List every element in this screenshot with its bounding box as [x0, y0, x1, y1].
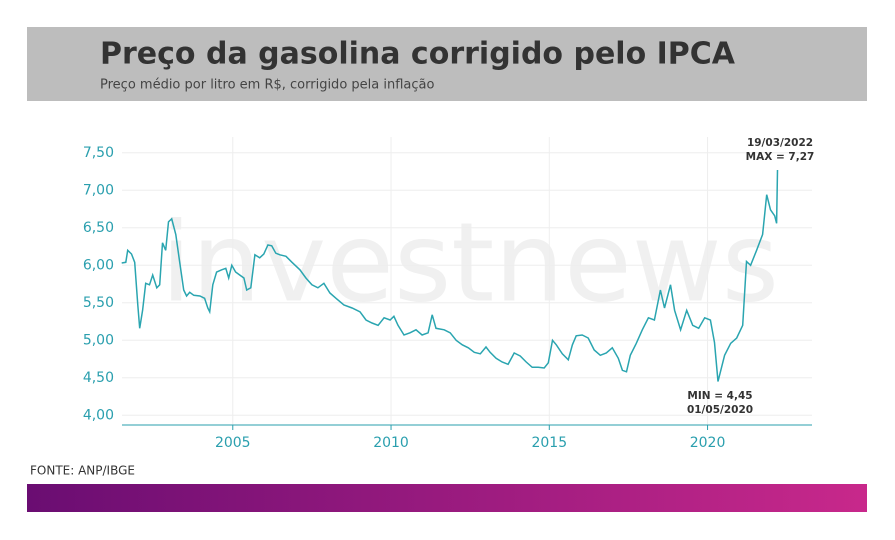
annotation: MIN = 4,45 [687, 390, 752, 402]
y-tick-label: 5,00 [83, 332, 114, 348]
y-tick-label: 6,00 [83, 257, 114, 273]
y-tick-label: 5,50 [83, 295, 114, 311]
x-tick-label: 2020 [690, 435, 726, 451]
chart-title: Preço da gasolina corrigido pelo IPCA [100, 37, 736, 72]
x-tick-label: 2010 [373, 435, 409, 451]
y-tick-label: 6,50 [83, 220, 114, 236]
watermark: investnews [161, 198, 779, 326]
annotation: 19/03/2022 [747, 137, 813, 149]
price-line [121, 169, 779, 382]
x-tick-label: 2015 [531, 435, 567, 451]
y-tick-label: 7,50 [83, 145, 114, 161]
y-tick-label: 7,00 [83, 182, 114, 198]
annotation: MAX = 7,27 [746, 151, 815, 163]
y-tick-label: 4,00 [83, 407, 114, 423]
x-tick-label: 2005 [215, 435, 251, 451]
header-box [27, 27, 867, 101]
annotation: 01/05/2020 [687, 404, 753, 416]
source: FONTE: ANP/IBGE [30, 464, 135, 478]
footer-bar [27, 484, 867, 512]
plot-area: 4,00 4,50 5,00 5,50 6,00 6,50 7,00 7,50 2005 2010… [83, 137, 815, 451]
chart-subtitle: Preço médio por litro em R$, corrigido p… [100, 78, 434, 93]
y-tick-label: 4,50 [83, 370, 114, 386]
